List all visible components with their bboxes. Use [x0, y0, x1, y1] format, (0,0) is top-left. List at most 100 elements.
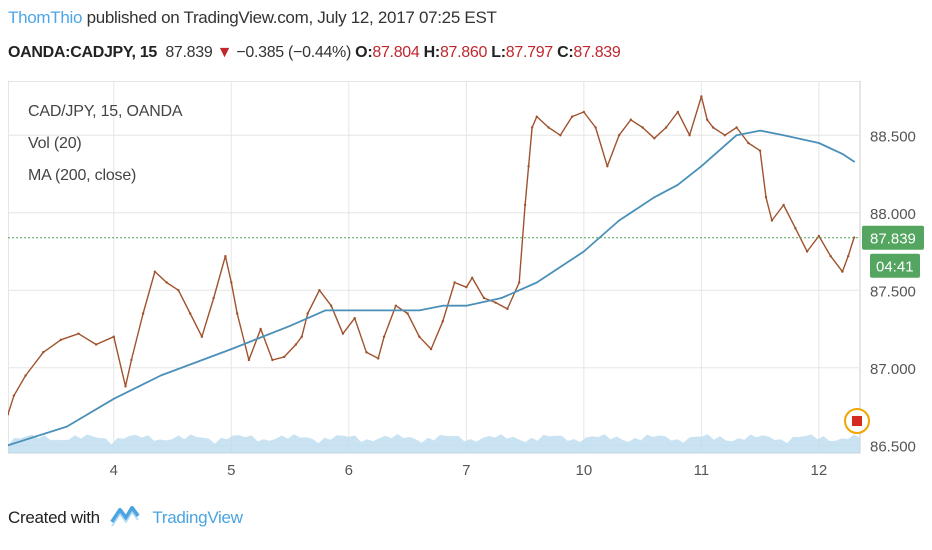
price-point — [130, 358, 133, 362]
price-point — [6, 413, 10, 416]
ma-point — [582, 250, 585, 253]
ma-point — [324, 309, 327, 312]
countdown-label: 04:41 — [876, 259, 914, 276]
price-point — [747, 141, 750, 145]
price-point — [271, 358, 274, 362]
price-point — [676, 110, 680, 114]
price-point — [406, 312, 409, 315]
x-tick-label: 11 — [694, 462, 710, 479]
y-tick-label: 88.500 — [870, 128, 916, 145]
price-point — [770, 219, 774, 222]
series-group — [6, 95, 856, 447]
price-point — [465, 285, 468, 289]
ma-point — [700, 165, 703, 168]
plot-area — [7, 80, 861, 454]
price-point — [805, 250, 809, 253]
legend-symbol: CAD/JPY, 15, OANDA — [28, 103, 183, 120]
ma-point — [383, 309, 385, 312]
price-point — [700, 95, 703, 98]
ma-point — [65, 425, 68, 428]
price-point — [177, 289, 180, 292]
price-point — [112, 335, 115, 338]
ma-point — [841, 152, 844, 155]
last-price-label: 87.839 — [870, 231, 916, 248]
price-point — [594, 126, 597, 129]
price-point — [429, 347, 433, 351]
username-link[interactable]: ThomThio — [8, 8, 83, 27]
tradingview-brand-link[interactable]: TradingView — [152, 508, 243, 527]
volume-fill — [8, 434, 860, 453]
price-point — [829, 254, 832, 258]
symbol-label: OANDA:CADJPY, 15 — [8, 44, 158, 61]
y-tick-label: 88.000 — [870, 206, 916, 223]
price-point — [653, 137, 656, 140]
price-point — [200, 335, 204, 338]
price-point — [494, 301, 497, 304]
ma-point — [230, 348, 233, 351]
price-point — [165, 281, 168, 284]
y-tick-label: 87.000 — [870, 361, 916, 378]
created-with-text: Created with — [8, 508, 100, 527]
price-point — [559, 134, 562, 137]
volume-area — [8, 434, 860, 453]
price-point — [758, 149, 762, 152]
x-tick-label: 6 — [345, 462, 353, 479]
ma-point — [7, 444, 9, 447]
price-point — [629, 118, 633, 121]
price-point — [353, 316, 356, 320]
price-line — [7, 95, 855, 415]
price-point — [641, 126, 644, 129]
price-point — [688, 134, 691, 137]
price-point — [847, 254, 850, 258]
ma-point — [653, 196, 656, 199]
price-point — [482, 296, 486, 300]
price-point — [518, 281, 521, 284]
x-tick-label: 10 — [575, 462, 592, 479]
open-value: 87.804 — [372, 44, 420, 61]
last-price-box — [862, 225, 924, 250]
ma-point — [676, 183, 679, 186]
price-point — [711, 126, 715, 129]
ma-point — [853, 160, 856, 163]
ma-point — [347, 309, 350, 312]
ma-point — [289, 325, 291, 327]
price-point — [735, 126, 738, 129]
price-point — [527, 165, 530, 168]
price-point — [453, 281, 456, 284]
legend-volume: Vol (20) — [28, 135, 82, 152]
ma-point — [465, 304, 468, 307]
canada-flag-leaf — [852, 416, 862, 426]
price-point — [230, 281, 233, 284]
price-point — [664, 126, 668, 129]
price-point — [782, 203, 785, 207]
price-point — [212, 296, 215, 300]
close-value: 87.839 — [573, 44, 621, 61]
ma-point — [817, 142, 820, 144]
price-point — [706, 118, 709, 121]
price-point — [794, 227, 797, 230]
price-point — [42, 351, 45, 354]
price-point — [506, 307, 509, 311]
y-axis: 88.500 88.000 87.500 87.000 86.500 — [870, 128, 916, 455]
publish-header: ThomThio published on TradingView.com, J… — [8, 8, 497, 28]
price-point — [124, 385, 127, 388]
chart-svg[interactable]: 88.500 88.000 87.500 87.000 86.500 4 5 6 7 10 11 1… — [6, 80, 930, 480]
price-change: −0.385 (−0.44%) — [236, 44, 352, 61]
price-point — [300, 335, 303, 338]
price-point — [582, 110, 586, 114]
price-point — [394, 304, 398, 307]
price-point — [94, 343, 98, 346]
x-axis: 4 5 6 7 10 11 12 — [110, 462, 828, 479]
price-point — [294, 343, 298, 346]
price-point — [841, 270, 844, 273]
y-tick-label: 86.500 — [870, 438, 916, 455]
price-point — [247, 358, 251, 362]
price-point — [376, 357, 380, 360]
published-text: published on TradingView.com, July 12, 2… — [86, 8, 497, 27]
price-point — [24, 374, 27, 377]
price-point — [617, 134, 621, 137]
open-label: O: — [355, 44, 373, 61]
price-chart[interactable]: 88.500 88.000 87.500 87.000 86.500 4 5 6 7 10 11 1… — [6, 80, 930, 480]
price-point — [535, 115, 539, 118]
ma-point — [759, 129, 762, 132]
